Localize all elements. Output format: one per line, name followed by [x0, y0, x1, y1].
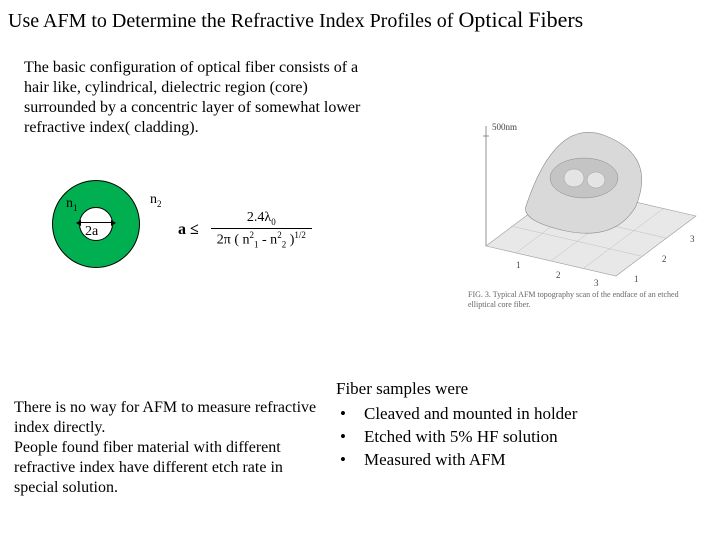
label-n1: n1 — [66, 196, 78, 213]
method-paragraph: There is no way for AFM to measure refra… — [14, 398, 318, 498]
formula-lhs: a ≤ — [178, 221, 199, 239]
bullet-icon: • — [336, 403, 350, 426]
svg-text:2: 2 — [662, 254, 667, 264]
intro-paragraph: The basic configuration of optical fiber… — [24, 58, 372, 138]
bullet-icon: • — [336, 449, 350, 472]
bullet-icon: • — [336, 426, 350, 449]
list-item: • Etched with 5% HF solution — [336, 426, 706, 449]
title-pre: Use AFM to Determine the Refractive Inde… — [8, 10, 458, 32]
svg-text:3: 3 — [690, 234, 695, 244]
svg-text:1: 1 — [634, 274, 639, 284]
z-axis-label: 500nm — [492, 122, 517, 132]
list-item-label: Measured with AFM — [364, 449, 506, 472]
list-item-label: Etched with 5% HF solution — [364, 426, 558, 449]
sample-prep-list: Fiber samples were • Cleaved and mounted … — [336, 378, 706, 472]
page-title: Use AFM to Determine the Refractive Inde… — [8, 6, 712, 34]
svg-text:1: 1 — [516, 260, 521, 270]
method-line-2: People found fiber material with differe… — [14, 439, 283, 496]
formula-denominator: 2π ( n21 - n22 )1/2 — [211, 228, 312, 249]
single-mode-condition-formula: a ≤ 2.4λ0 2π ( n21 - n22 )1/2 — [178, 210, 312, 249]
title-emph-2: Fibers — [528, 7, 583, 32]
svg-text:3: 3 — [594, 278, 599, 286]
label-2a: 2a — [85, 224, 98, 240]
formula-numerator: 2.4λ0 — [241, 210, 282, 228]
formula-fraction: 2.4λ0 2π ( n21 - n22 )1/2 — [211, 210, 312, 249]
samples-heading: Fiber samples were — [336, 378, 706, 401]
list-item: • Cleaved and mounted in holder — [336, 403, 706, 426]
svg-text:2: 2 — [556, 270, 561, 280]
list-item-label: Cleaved and mounted in holder — [364, 403, 577, 426]
label-n2: n2 — [150, 192, 162, 209]
title-emph-1: Optical — [458, 7, 523, 32]
list-item: • Measured with AFM — [336, 449, 706, 472]
afm-plot-caption: FIG. 3. Typical AFM topography scan of t… — [468, 290, 704, 309]
fiber-cross-section-diagram: n1 n2 2a — [52, 180, 140, 268]
method-line-1: There is no way for AFM to measure refra… — [14, 399, 316, 436]
afm-topography-plot: 500nm 1 2 3 1 2 3 — [466, 56, 706, 286]
diameter-arrow — [80, 222, 112, 223]
